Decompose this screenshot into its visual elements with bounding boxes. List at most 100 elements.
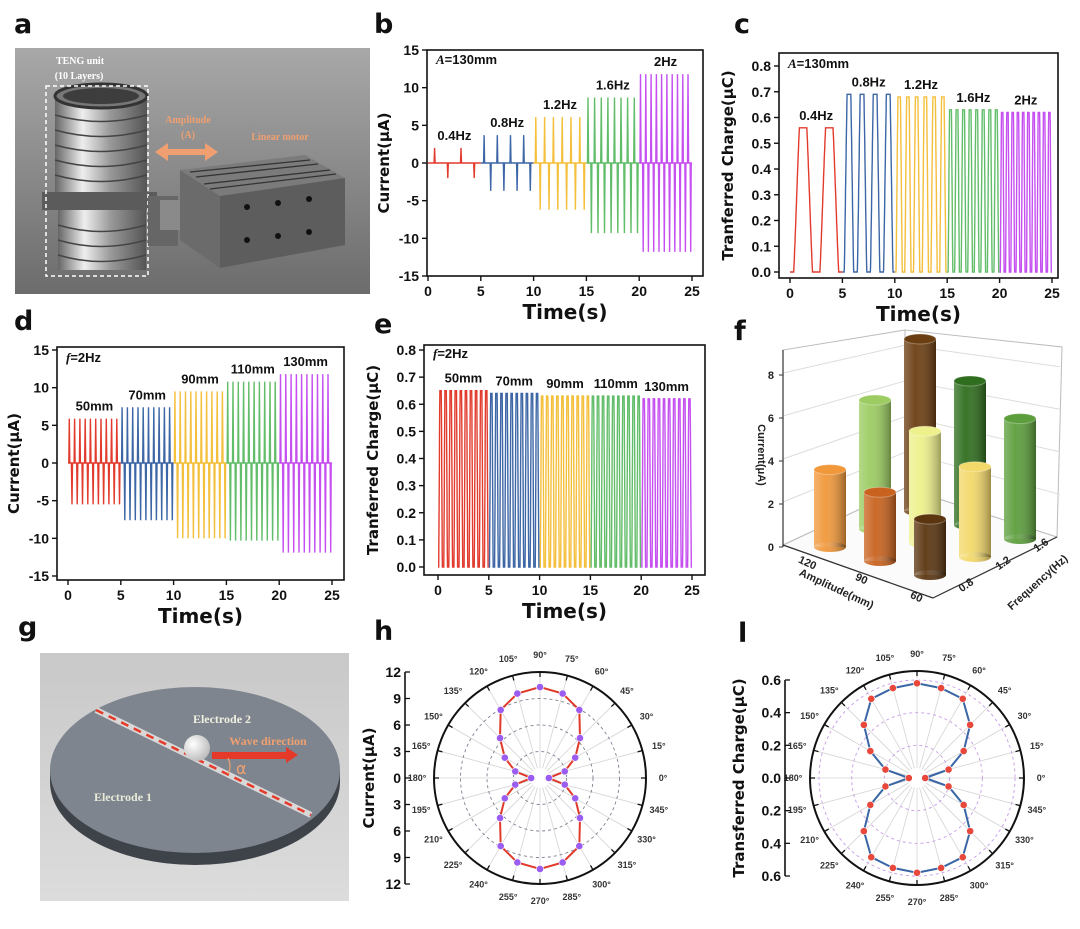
- linear-motor-label: Linear motor: [251, 132, 309, 143]
- series-line-0.4Hz: [428, 147, 481, 179]
- bar-cylinder: [1003, 413, 1037, 544]
- series-line-90mm: [539, 395, 591, 568]
- frequency-axis: [932, 536, 1058, 599]
- y-tick-label: 0.1: [752, 238, 772, 254]
- data-point: [944, 782, 953, 791]
- x-tick-label: 10: [526, 283, 542, 299]
- x-tick-label: 0: [424, 283, 432, 299]
- spoke: [841, 702, 911, 772]
- data-point: [575, 706, 584, 714]
- x-tick-label: 15: [219, 587, 235, 603]
- y-tick-label: -15: [399, 268, 419, 284]
- radial-tick-label: 6: [393, 717, 401, 733]
- series-line-2Hz: [639, 74, 692, 252]
- angle-label: 120°: [469, 666, 488, 676]
- angle-label: 195°: [788, 805, 807, 815]
- series-line-0.8Hz: [480, 135, 534, 191]
- x-axis-label: Time(s): [522, 599, 607, 623]
- angle-label: 165°: [788, 741, 807, 751]
- y-tick-label: 2: [768, 499, 774, 511]
- spoke: [448, 724, 532, 774]
- radial-tick-label: 0.4: [762, 705, 782, 721]
- y-tick-label: 0.8: [397, 342, 417, 358]
- angle-label: 300°: [970, 880, 989, 890]
- y-tick-label: -10: [399, 230, 419, 246]
- series-line-90mm: [173, 391, 227, 539]
- x-tick-label: 0: [64, 587, 72, 603]
- y-tick-label: 0.5: [752, 135, 772, 151]
- panel-label-l: l: [738, 618, 747, 649]
- radial-tick-label: 3: [393, 744, 401, 760]
- x-tick-label: 5: [477, 283, 485, 299]
- spoke: [544, 686, 594, 770]
- data-point: [913, 679, 921, 688]
- series-line-50mm: [68, 418, 121, 505]
- frequency-axis-label: Frequency(Hz): [1006, 553, 1071, 613]
- y-tick-label: 0.4: [397, 451, 417, 467]
- data-point: [867, 694, 876, 703]
- angle-label: 180°: [784, 773, 803, 783]
- data-point: [575, 842, 584, 850]
- data-point: [904, 774, 913, 782]
- y-tick-label: 0.4: [752, 161, 772, 177]
- x-axis-label: Time(s): [158, 604, 243, 628]
- y-tick-label: 0: [411, 155, 419, 171]
- data-point: [571, 753, 580, 762]
- gridline: [782, 380, 906, 417]
- chart-panel-e: 50mm 70mm 90mm 110mm 130mm 0 5 10 15 20 25 0.0 0.1 0.…: [364, 342, 706, 623]
- angle-label: 0°: [1037, 773, 1046, 783]
- series-label: 0.8Hz: [852, 74, 886, 89]
- chart-panel-l: 0° 15° 30° 45° 60° 75° 90° 105° 120° 135° 150° 165°…: [730, 649, 1046, 907]
- series-line-130mm: [279, 374, 332, 553]
- y-tick-label: 0.8: [752, 58, 772, 74]
- spoke: [923, 784, 993, 854]
- y-tick-label: 0.6: [752, 110, 772, 126]
- grid-circle: [513, 751, 567, 805]
- data-point: [560, 767, 569, 776]
- y-tick-label: 15: [33, 342, 49, 358]
- data-point: [496, 734, 504, 742]
- angle-label: 90°: [533, 650, 547, 660]
- data-point: [913, 868, 921, 877]
- radial-tick-label: 12: [385, 664, 401, 680]
- wave-direction-label: Wave direction: [229, 734, 307, 748]
- series-label: 0.4Hz: [437, 128, 471, 143]
- data-point: [944, 765, 953, 774]
- annotation-variable: A: [435, 52, 445, 67]
- annotation: f=2Hz: [433, 346, 469, 361]
- series-label: 130mm: [283, 354, 328, 369]
- series-line-130mm: [641, 398, 692, 568]
- grid-circle: [460, 698, 620, 858]
- series-label: 1.6Hz: [956, 90, 990, 105]
- spoke: [925, 782, 1010, 832]
- x-tick-label: 10: [887, 285, 903, 301]
- data-point: [496, 842, 505, 850]
- angle-label: 330°: [1015, 835, 1034, 845]
- amplitude-tick-label: 60: [908, 589, 924, 605]
- amplitude-label: Amplitude: [165, 115, 211, 126]
- annotation-value: =2Hz: [70, 350, 101, 365]
- series-label: 110mm: [231, 362, 275, 377]
- series-label: 0.8Hz: [490, 115, 524, 130]
- data-point: [959, 747, 968, 755]
- annotation-variable: A: [787, 56, 797, 71]
- annotation-variable: f: [433, 346, 439, 361]
- y-tick-label: 10: [33, 380, 49, 396]
- y-axis-label: Transferred Charge(μC): [730, 678, 748, 877]
- angle-label: 150°: [800, 711, 819, 721]
- annotation: A=130mm: [435, 52, 497, 67]
- series-line-110mm: [590, 395, 642, 568]
- data-point: [958, 694, 967, 703]
- x-tick-label: 0: [434, 582, 442, 598]
- angle-label: 135°: [820, 685, 839, 695]
- y-tick-label: 0.2: [752, 213, 772, 229]
- series-label: 50mm: [445, 371, 483, 386]
- teng-unit-label: TENG unit: [56, 56, 105, 67]
- x-tick-label: 5: [117, 587, 125, 603]
- data-point: [496, 706, 505, 714]
- y-tick-label: 0.0: [397, 559, 417, 575]
- wave-direction-arrow-icon: [212, 747, 298, 763]
- data-point: [536, 865, 544, 873]
- data-point: [866, 801, 875, 809]
- series-line-1.2Hz: [894, 96, 948, 273]
